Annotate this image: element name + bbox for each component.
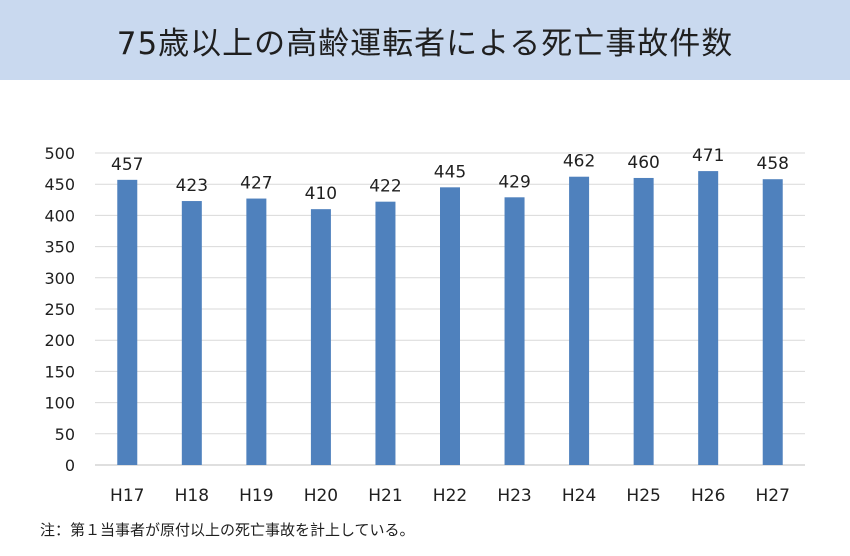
data-label: 422 — [369, 177, 401, 197]
y-tick-label: 150 — [44, 362, 75, 381]
bar — [117, 179, 138, 465]
bar — [698, 171, 719, 465]
footnote: 注：第１当事者が原付以上の死亡事故を計上している。 — [40, 521, 415, 539]
data-label: 462 — [563, 152, 595, 172]
bar — [310, 209, 331, 465]
title-bar: 75歳以上の高齢運転者による死亡事故件数 — [0, 0, 850, 80]
data-label: 457 — [111, 155, 143, 175]
data-label: 429 — [498, 172, 530, 192]
bar — [762, 179, 783, 465]
chart-title: 75歳以上の高齢運転者による死亡事故件数 — [116, 25, 734, 62]
data-label: 471 — [692, 146, 724, 166]
bar — [375, 201, 396, 465]
x-tick-label: H18 — [175, 486, 209, 506]
y-tick-label: 500 — [44, 144, 75, 163]
data-label: 423 — [176, 176, 208, 196]
y-tick-label: 400 — [44, 206, 75, 225]
bar — [633, 177, 654, 465]
data-label: 410 — [305, 184, 337, 204]
y-tick-label: 100 — [44, 394, 75, 413]
data-label: 427 — [240, 174, 272, 194]
data-label: 460 — [627, 153, 659, 173]
data-label: 458 — [757, 154, 789, 174]
y-tick-label: 300 — [44, 269, 75, 288]
x-tick-label: H25 — [626, 486, 660, 506]
y-tick-label: 200 — [44, 331, 75, 350]
bar — [181, 201, 202, 465]
bar-chart: 0 50 100 150 200 250 300 350 400 450 500 457 H17 423 H… — [0, 90, 850, 510]
bar — [569, 176, 590, 465]
y-tick-label: 0 — [65, 456, 75, 475]
x-tick-label: H24 — [562, 486, 596, 506]
y-tick-label: 250 — [44, 300, 75, 319]
x-tick-label: H17 — [110, 486, 144, 506]
x-tick-label: H19 — [239, 486, 273, 506]
bar — [246, 198, 267, 465]
bar — [504, 197, 525, 465]
x-tick-label: H20 — [304, 486, 338, 506]
x-tick-label: H23 — [497, 486, 531, 506]
chart-svg: 0 50 100 150 200 250 300 350 400 450 500 457 H17 423 H… — [44, 144, 805, 506]
y-tick-label: 50 — [55, 425, 75, 444]
x-tick-label: H22 — [433, 486, 467, 506]
x-tick-label: H26 — [691, 486, 725, 506]
bar — [440, 187, 460, 465]
x-tick-label: H27 — [756, 486, 790, 506]
x-tick-label: H21 — [368, 486, 402, 506]
y-tick-label: 450 — [44, 175, 75, 194]
data-label: 445 — [434, 162, 466, 182]
y-tick-label: 350 — [44, 238, 75, 257]
